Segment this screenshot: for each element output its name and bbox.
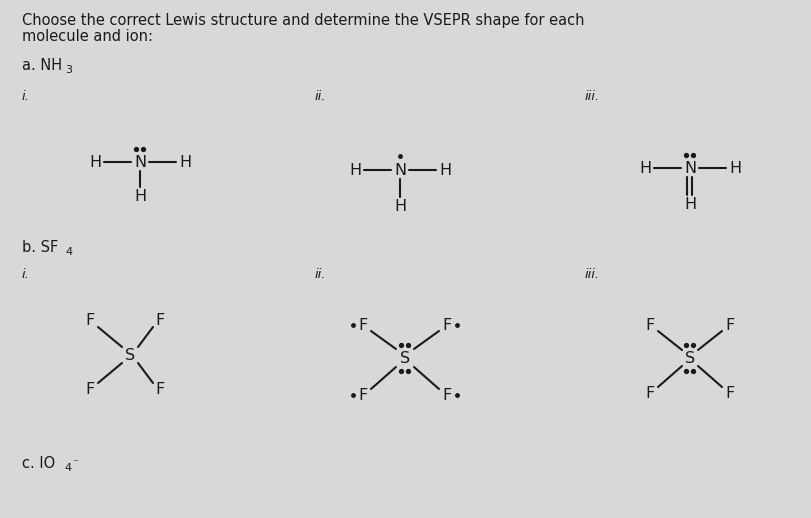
Text: N: N: [134, 154, 146, 169]
Text: F: F: [645, 385, 654, 400]
Text: molecule and ion:: molecule and ion:: [22, 29, 152, 44]
Text: F: F: [155, 382, 165, 397]
Text: F: F: [155, 312, 165, 327]
Text: iii.: iii.: [584, 268, 599, 281]
Text: F: F: [358, 318, 367, 333]
Text: c. IO: c. IO: [22, 456, 55, 471]
Text: S: S: [400, 351, 410, 366]
Text: F: F: [724, 318, 734, 333]
Text: iii.: iii.: [584, 90, 599, 103]
Text: F: F: [358, 387, 367, 402]
Text: H: H: [178, 154, 191, 169]
Text: H: H: [728, 161, 740, 176]
Text: i.: i.: [22, 90, 30, 103]
Text: F: F: [442, 387, 451, 402]
Text: F: F: [724, 385, 734, 400]
Text: H: H: [349, 163, 361, 178]
Text: F: F: [442, 318, 451, 333]
Text: 3: 3: [65, 65, 72, 75]
Text: H: H: [393, 198, 406, 213]
Text: 4: 4: [65, 247, 72, 257]
Text: H: H: [638, 161, 650, 176]
Text: H: H: [89, 154, 101, 169]
Text: H: H: [439, 163, 450, 178]
Text: F: F: [645, 318, 654, 333]
Text: S: S: [684, 351, 694, 366]
Text: S: S: [125, 348, 135, 363]
Text: N: N: [393, 163, 406, 178]
Text: F: F: [85, 312, 95, 327]
Text: F: F: [85, 382, 95, 397]
Text: ⁻: ⁻: [72, 458, 78, 468]
Text: ii.: ii.: [315, 90, 326, 103]
Text: i.: i.: [22, 268, 30, 281]
Text: H: H: [134, 189, 146, 204]
Text: N: N: [683, 161, 695, 176]
Text: Choose the correct Lewis structure and determine the VSEPR shape for each: Choose the correct Lewis structure and d…: [22, 13, 584, 28]
Text: ii.: ii.: [315, 268, 326, 281]
Text: 4: 4: [64, 463, 71, 473]
Text: b. SF: b. SF: [22, 240, 58, 255]
Text: H: H: [683, 196, 695, 211]
Text: a. NH: a. NH: [22, 58, 62, 73]
